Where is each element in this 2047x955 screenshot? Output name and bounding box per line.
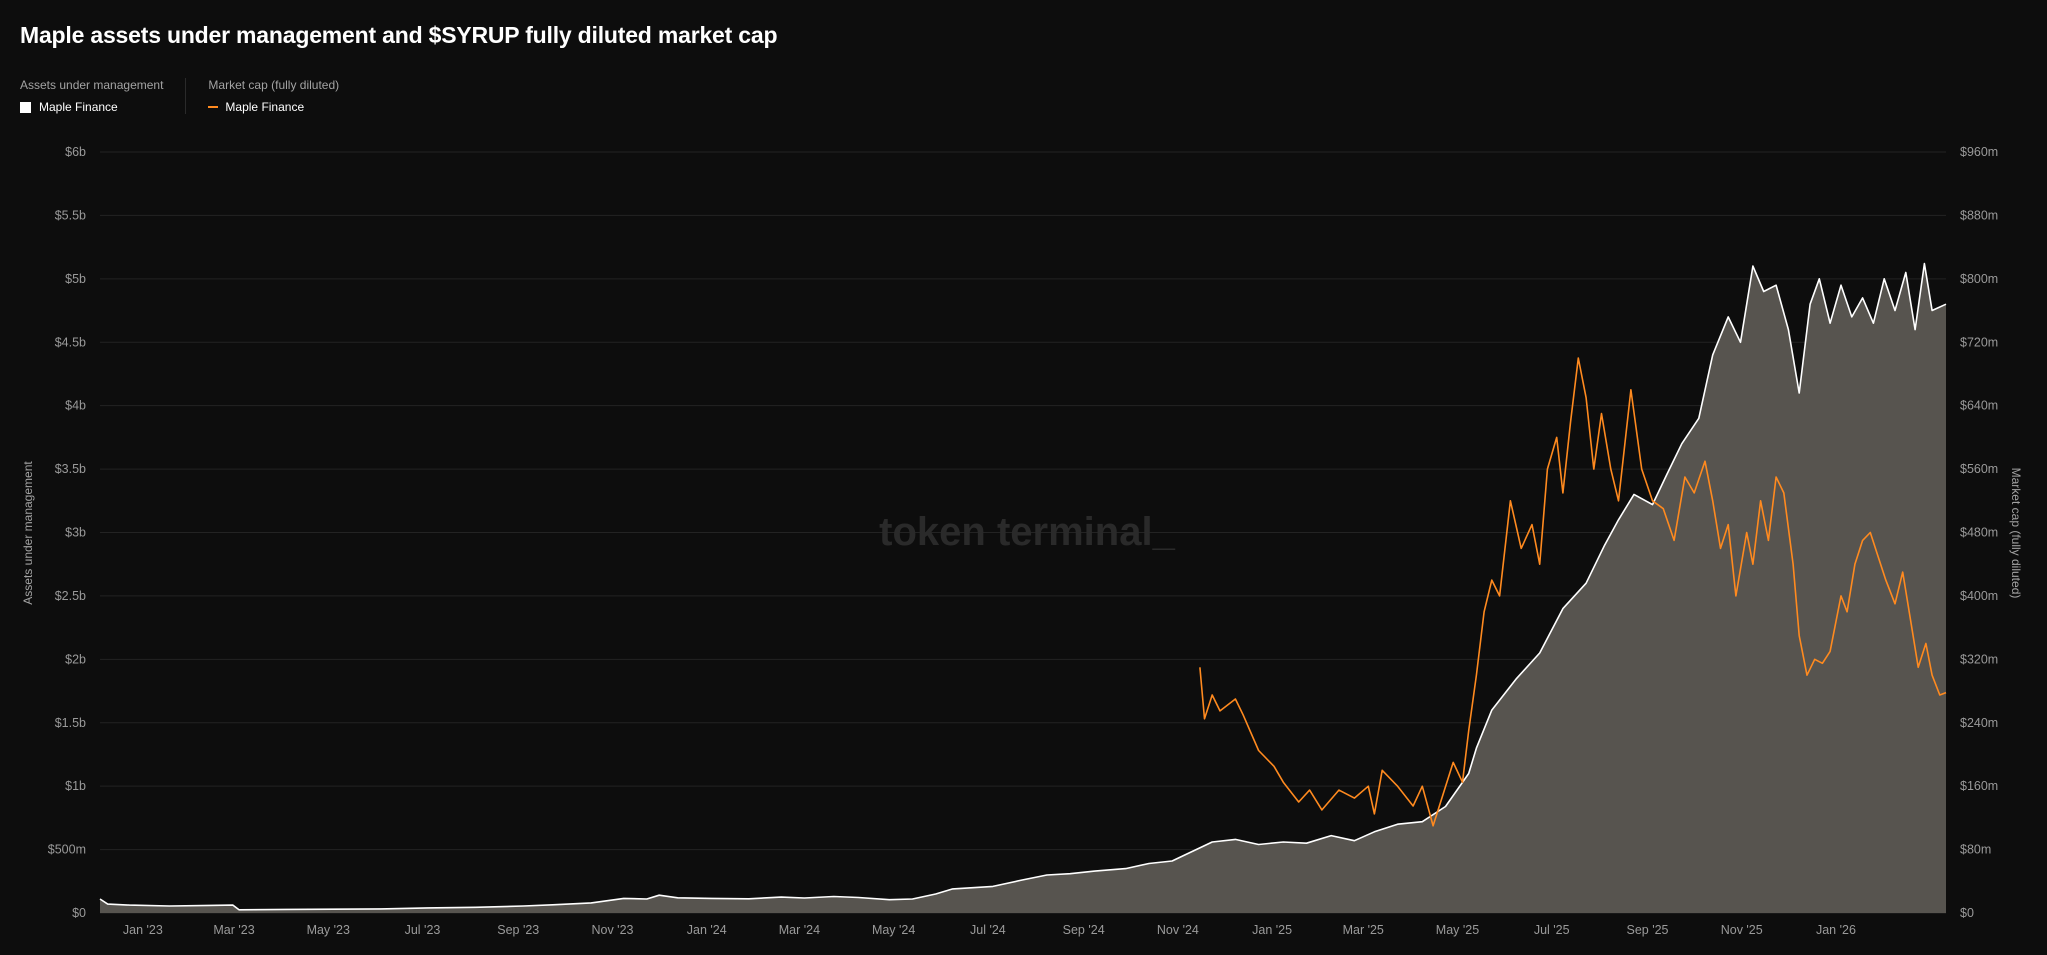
legend-group-aum: Assets under management Maple Finance	[20, 78, 187, 114]
aum-line	[99, 262, 1947, 911]
x-tick-label: May '24	[872, 923, 915, 937]
x-tick-label: Sep '23	[497, 923, 539, 937]
x-tick-label: May '25	[1436, 923, 1479, 937]
left-tick-label: $5b	[65, 272, 86, 286]
right-tick-label: $80m	[1960, 843, 1991, 857]
right-tick-label: $720m	[1960, 335, 1998, 349]
left-axis-title: Assets under management	[21, 461, 35, 605]
x-tick-label: Jul '23	[405, 923, 441, 937]
x-tick-label: Sep '24	[1063, 923, 1105, 937]
x-tick-label: Nov '25	[1721, 923, 1763, 937]
x-tick-label: Jan '24	[687, 923, 727, 937]
watermark: token terminal_	[879, 510, 1175, 554]
x-tick-label: Mar '23	[213, 923, 254, 937]
left-axis-ticks: $0 $500m $1b $1.5b $2b $2.5b $3b $3.5b $4b $4.5b $…	[48, 145, 86, 920]
left-tick-label: $500m	[48, 843, 86, 857]
right-tick-label: $800m	[1960, 272, 1998, 286]
x-tick-label: Mar '24	[779, 923, 820, 937]
right-tick-label: $880m	[1960, 208, 1998, 222]
left-tick-label: $1b	[65, 779, 86, 793]
x-tick-label: May '23	[307, 923, 350, 937]
left-tick-label: $6b	[65, 145, 86, 159]
x-tick-label: Jan '23	[123, 923, 163, 937]
right-tick-label: $960m	[1960, 145, 1998, 159]
legend-group-market-cap: Market cap (fully diluted) Maple Finance	[208, 78, 361, 114]
x-tick-label: Sep '25	[1626, 923, 1668, 937]
x-tick-label: Jan '25	[1252, 923, 1292, 937]
left-tick-label: $1.5b	[55, 716, 86, 730]
right-axis-title: Market cap (fully diluted)	[2009, 468, 2023, 599]
legend-heading-aum: Assets under management	[20, 78, 164, 92]
right-tick-label: $320m	[1960, 652, 1998, 666]
legend-heading-market-cap: Market cap (fully diluted)	[208, 78, 340, 92]
legend: Assets under management Maple Finance Ma…	[20, 78, 383, 114]
legend-line-swatch	[208, 106, 219, 108]
left-tick-label: $4.5b	[55, 335, 86, 349]
right-tick-label: $400m	[1960, 589, 1998, 603]
chart-title: Maple assets under management and $SYRUP…	[20, 22, 778, 48]
aum-area	[100, 263, 1946, 914]
right-tick-label: $240m	[1960, 716, 1998, 730]
x-tick-label: Mar '25	[1343, 923, 1384, 937]
right-tick-label: $640m	[1960, 399, 1998, 413]
left-tick-label: $0	[72, 906, 86, 920]
x-tick-label: Jul '25	[1534, 923, 1570, 937]
right-axis-ticks: $0 $80m $160m $240m $320m $400m $480m $560m $640…	[1960, 145, 1998, 920]
x-tick-label: Nov '23	[591, 923, 633, 937]
left-tick-label: $3b	[65, 526, 86, 540]
legend-square-swatch	[20, 101, 31, 113]
legend-label-aum: Maple Finance	[39, 100, 118, 114]
x-tick-label: Jul '24	[970, 923, 1006, 937]
x-axis-ticks: Jan '23 Mar '23 May '23 Jul '23 Sep '23 Nov '…	[123, 923, 1856, 937]
left-tick-label: $5.5b	[55, 208, 86, 222]
left-tick-label: $4b	[65, 399, 86, 413]
market-cap-line	[1199, 357, 1947, 827]
right-tick-label: $0	[1960, 906, 1974, 920]
right-tick-label: $480m	[1960, 526, 1998, 540]
legend-item-market-cap[interactable]: Maple Finance	[208, 100, 339, 114]
x-tick-label: Nov '24	[1157, 923, 1199, 937]
legend-label-market-cap: Maple Finance	[225, 100, 305, 114]
left-tick-label: $2b	[65, 652, 86, 666]
right-tick-label: $160m	[1960, 779, 1998, 793]
left-tick-label: $3.5b	[55, 462, 86, 476]
legend-item-aum[interactable]: Maple Finance	[20, 100, 163, 114]
right-tick-label: $560m	[1960, 462, 1998, 476]
left-tick-label: $2.5b	[55, 589, 86, 603]
x-tick-label: Jan '26	[1816, 923, 1856, 937]
